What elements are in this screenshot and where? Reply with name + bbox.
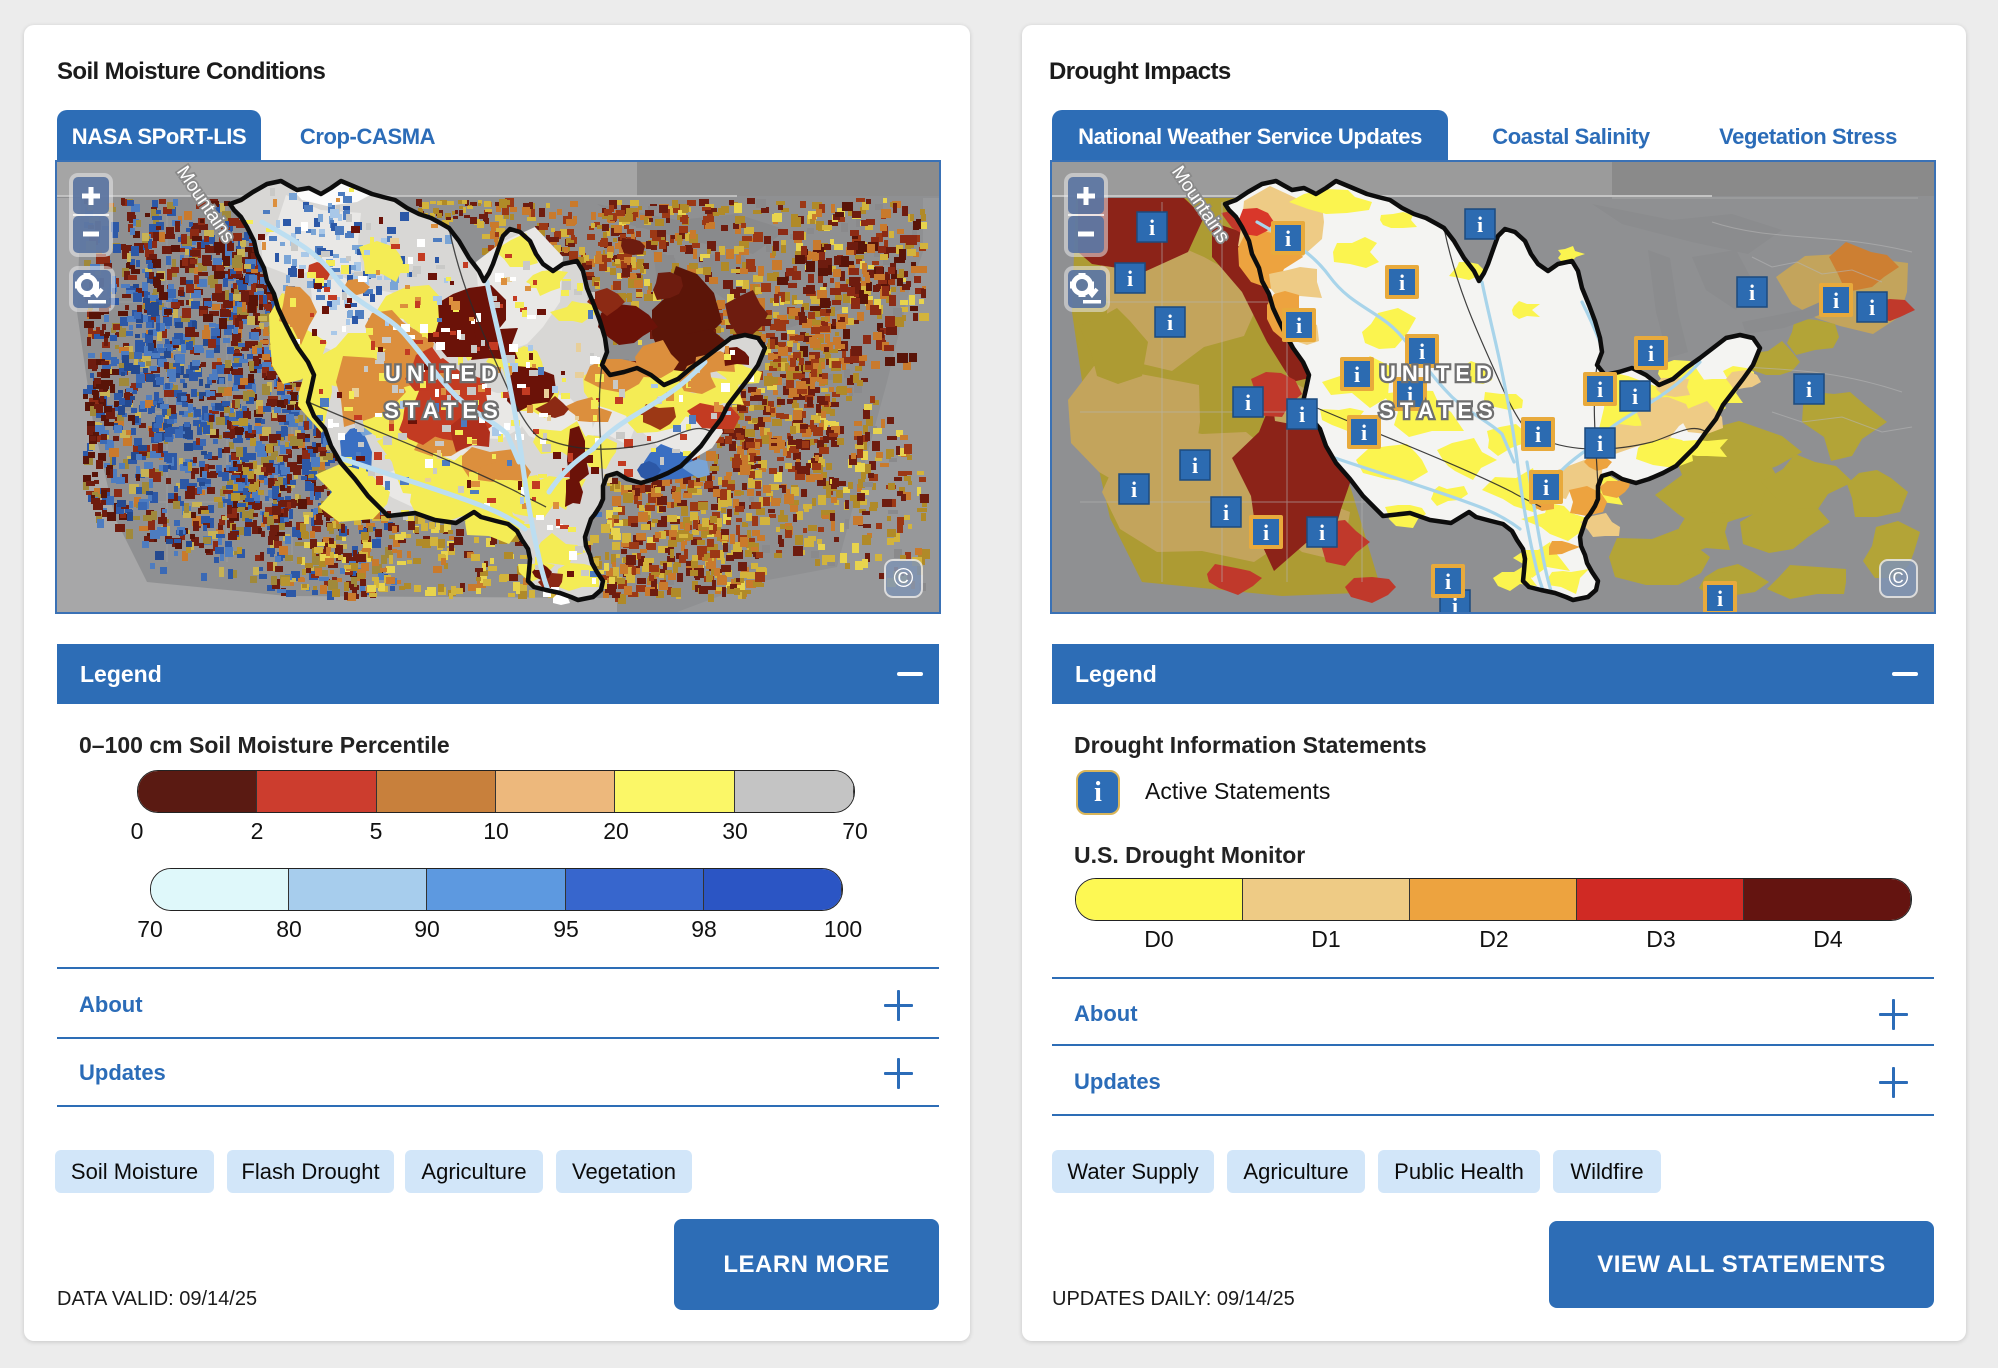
svg-text:i: i (1717, 586, 1723, 611)
svg-text:i: i (1127, 266, 1133, 291)
svg-text:i: i (1806, 377, 1812, 402)
svg-text:i: i (1223, 500, 1229, 525)
svg-text:i: i (1407, 382, 1413, 407)
svg-text:i: i (1419, 339, 1425, 364)
svg-text:i: i (1632, 384, 1638, 409)
svg-text:i: i (1319, 520, 1325, 545)
svg-text:i: i (1354, 362, 1360, 387)
svg-text:i: i (1361, 420, 1367, 445)
svg-text:i: i (1263, 520, 1269, 545)
svg-text:i: i (1245, 390, 1251, 415)
svg-text:i: i (1149, 215, 1155, 240)
svg-text:i: i (1399, 270, 1405, 295)
svg-text:i: i (1131, 477, 1137, 502)
svg-text:STATES: STATES (1379, 398, 1499, 423)
svg-text:i: i (1285, 226, 1291, 251)
svg-text:i: i (1192, 453, 1198, 478)
svg-text:i: i (1296, 313, 1302, 338)
svg-text:i: i (1833, 288, 1839, 313)
svg-text:i: i (1452, 593, 1458, 612)
svg-text:i: i (1299, 402, 1305, 427)
svg-text:UNITED: UNITED (385, 361, 503, 386)
svg-text:i: i (1535, 422, 1541, 447)
svg-text:STATES: STATES (384, 398, 504, 423)
svg-text:i: i (1749, 280, 1755, 305)
svg-text:©: © (1889, 563, 1909, 593)
svg-text:i: i (1477, 212, 1483, 237)
svg-text:i: i (1167, 310, 1173, 335)
svg-text:i: i (1597, 431, 1603, 456)
svg-text:©: © (894, 563, 914, 593)
svg-text:i: i (1543, 475, 1549, 500)
svg-text:i: i (1445, 569, 1451, 594)
svg-text:i: i (1597, 377, 1603, 402)
svg-text:i: i (1648, 341, 1654, 366)
svg-text:UNITED: UNITED (1380, 361, 1498, 386)
svg-text:i: i (1869, 295, 1875, 320)
